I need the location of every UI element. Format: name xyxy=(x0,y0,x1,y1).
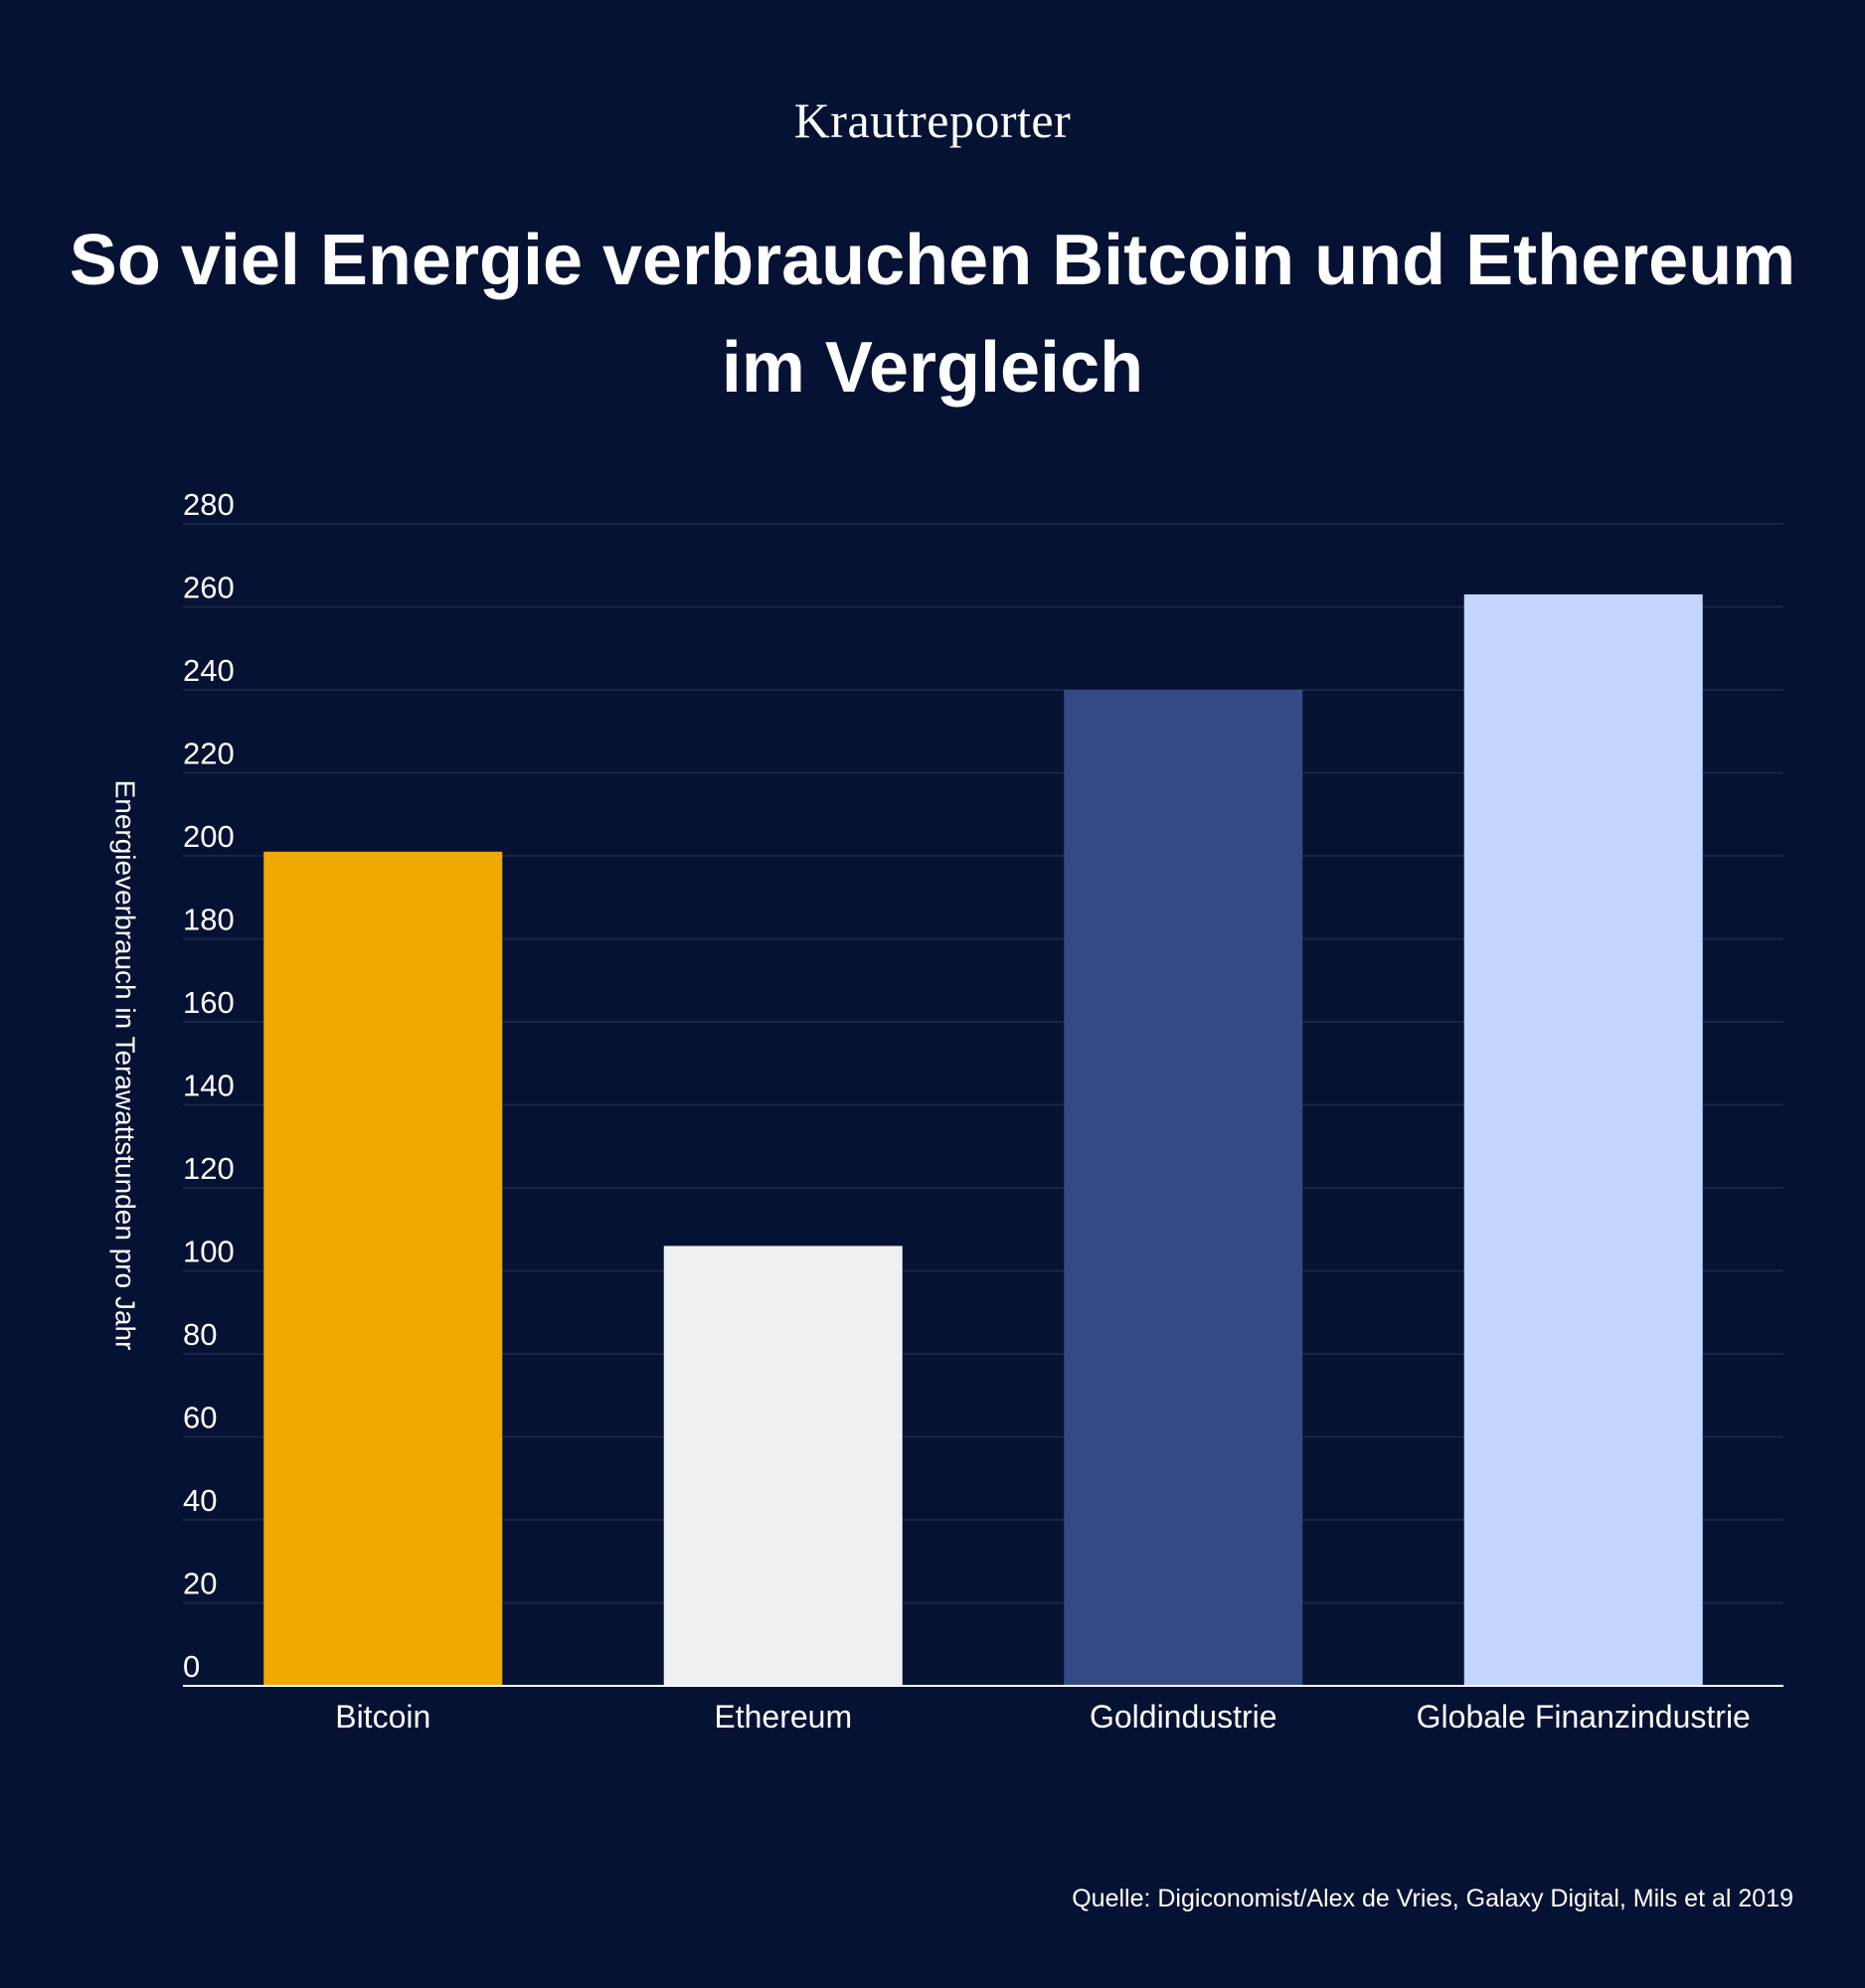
bars xyxy=(263,593,1703,1686)
y-tick-label: 280 xyxy=(183,487,235,522)
y-tick-labels: 0 20 40 60 80 100 120 140 160 180 200 220 240 260 280 xyxy=(183,487,235,1684)
y-tick-label: 160 xyxy=(183,985,235,1020)
bar-goldindustrie xyxy=(1064,690,1303,1686)
y-tick-label: 220 xyxy=(183,737,235,771)
x-tick-label: Ethereum xyxy=(714,1699,852,1735)
bar-ethereum xyxy=(663,1245,903,1686)
brand-logo: Krautreporter xyxy=(793,92,1072,148)
bar-globale-finanzindustrie xyxy=(1463,593,1703,1686)
bar-bitcoin xyxy=(263,851,503,1686)
x-tick-labels: Bitcoin Ethereum Goldindustrie Globale Fina… xyxy=(335,1699,1751,1735)
y-tick-label: 240 xyxy=(183,653,235,688)
x-tick-label: Globale Finanzindustrie xyxy=(1417,1699,1751,1735)
x-tick-label: Bitcoin xyxy=(335,1699,430,1735)
y-tick-label: 120 xyxy=(183,1151,235,1186)
x-tick-label: Goldindustrie xyxy=(1090,1699,1277,1735)
y-tick-label: 140 xyxy=(183,1069,235,1103)
y-tick-label: 60 xyxy=(183,1401,217,1435)
y-tick-label: 260 xyxy=(183,571,235,605)
y-axis-label: Energieverbrauch in Terawattstunden pro … xyxy=(110,780,141,1351)
y-tick-label: 20 xyxy=(183,1567,217,1601)
y-tick-label: 0 xyxy=(183,1649,200,1684)
chart-title: So viel Energie verbrauchen Bitcoin und … xyxy=(69,221,1796,408)
y-tick-label: 180 xyxy=(183,903,235,937)
y-tick-label: 100 xyxy=(183,1235,235,1269)
y-tick-label: 40 xyxy=(183,1483,217,1518)
y-tick-label: 80 xyxy=(183,1317,217,1352)
y-tick-label: 200 xyxy=(183,819,235,854)
source-note: Quelle: Digiconomist/Alex de Vries, Gala… xyxy=(1072,1885,1793,1912)
